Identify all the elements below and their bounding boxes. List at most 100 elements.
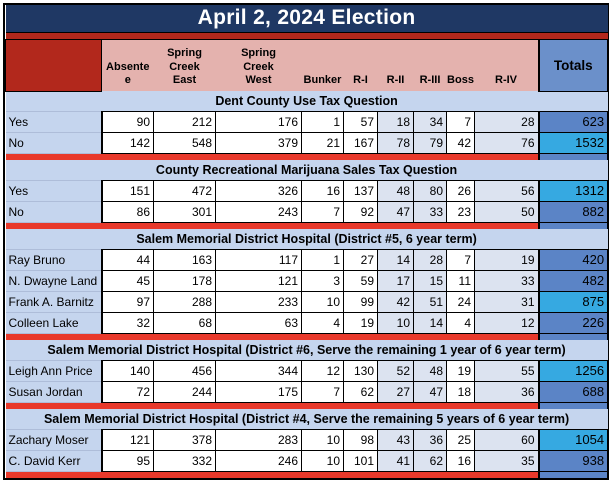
red-separator <box>5 402 539 409</box>
vote-count-cell: 24 <box>446 290 475 313</box>
red-separator <box>5 333 539 340</box>
column-header: R-IV <box>474 38 539 91</box>
vote-count-cell: 7 <box>301 200 344 223</box>
vote-count-cell: 34 <box>413 110 447 133</box>
vote-count-cell: 456 <box>153 359 216 382</box>
table-row: N. Dwayne Land 45 178 121 3 59 17 15 11 33 482 <box>5 269 609 292</box>
vote-count-cell: 31 <box>474 290 539 313</box>
vote-count-cell: 56 <box>474 179 539 202</box>
vote-count-cell: 21 <box>301 131 344 154</box>
vote-count-cell: 57 <box>343 110 378 133</box>
separator-row <box>5 471 609 478</box>
vote-count-cell: 7 <box>446 110 475 133</box>
vote-count-cell: 72 <box>100 380 154 403</box>
table-row: No 142 548 379 21 167 78 79 42 76 1532 <box>5 131 609 154</box>
row-label: No <box>5 131 102 154</box>
table-row: Yes 90 212 176 1 57 18 34 7 28 623 <box>5 110 609 133</box>
vote-count-cell: 98 <box>343 428 378 451</box>
vote-count-cell: 45 <box>100 269 154 292</box>
vote-count-cell: 378 <box>153 428 216 451</box>
vote-count-cell: 17 <box>377 269 414 292</box>
vote-count-cell: 7 <box>446 248 475 271</box>
vote-count-cell: 95 <box>100 449 154 472</box>
totals-column-filler <box>537 471 609 478</box>
vote-count-cell: 97 <box>100 290 154 313</box>
vote-count-cell: 178 <box>153 269 216 292</box>
vote-count-cell: 51 <box>413 290 447 313</box>
vote-count-cell: 10 <box>301 428 344 451</box>
column-header: Spring Creek East <box>153 38 216 91</box>
vote-count-cell: 25 <box>446 428 475 451</box>
vote-count-cell: 90 <box>100 110 154 133</box>
corner-cell <box>5 38 102 92</box>
vote-count-cell: 1 <box>301 248 344 271</box>
table-row: C. David Kerr 95 332 246 10 101 41 62 16 35 938 <box>5 449 609 472</box>
vote-count-cell: 27 <box>377 380 414 403</box>
red-separator <box>5 222 539 229</box>
vote-count-cell: 137 <box>343 179 378 202</box>
vote-count-cell: 43 <box>377 428 414 451</box>
section-heading: Salem Memorial District Hospital (Distri… <box>5 409 608 429</box>
vote-count-cell: 36 <box>474 380 539 403</box>
vote-count-cell: 10 <box>377 311 414 334</box>
vote-count-cell: 175 <box>215 380 302 403</box>
vote-count-cell: 344 <box>215 359 302 382</box>
vote-count-cell: 41 <box>377 449 414 472</box>
total-cell: 875 <box>537 290 609 313</box>
results-grid: April 2, 2024 Election Absente e Spring C… <box>5 5 609 478</box>
table-body: April 2, 2024 Election Absente e Spring C… <box>5 5 609 478</box>
vote-count-cell: 7 <box>301 380 344 403</box>
vote-count-cell: 16 <box>301 179 344 202</box>
vote-count-cell: 76 <box>474 131 539 154</box>
table-row: Frank A. Barnitz 97 288 233 10 99 42 51 24 31 875 <box>5 290 609 313</box>
vote-count-cell: 28 <box>413 248 447 271</box>
red-separator <box>5 471 539 478</box>
table-row: Zachary Moser 121 378 283 10 98 43 36 25 60 1054 <box>5 428 609 451</box>
total-cell: 1256 <box>537 359 609 382</box>
column-header: Spring Creek West <box>215 38 302 91</box>
vote-count-cell: 326 <box>215 179 302 202</box>
column-header: R-I <box>343 38 378 91</box>
title-row: April 2, 2024 Election <box>5 5 608 33</box>
vote-count-cell: 4 <box>446 311 475 334</box>
vote-count-cell: 163 <box>153 248 216 271</box>
vote-count-cell: 28 <box>474 110 539 133</box>
vote-count-cell: 18 <box>377 110 414 133</box>
vote-count-cell: 80 <box>413 179 447 202</box>
vote-count-cell: 55 <box>474 359 539 382</box>
vote-count-cell: 283 <box>215 428 302 451</box>
vote-count-cell: 36 <box>413 428 447 451</box>
column-header: R-II <box>377 38 414 91</box>
election-results-table: April 2, 2024 Election Absente e Spring C… <box>3 3 609 480</box>
section-heading: Salem Memorial District Hospital (Distri… <box>5 229 608 249</box>
vote-count-cell: 167 <box>343 131 378 154</box>
table-row: Yes 151 472 326 16 137 48 80 26 56 1312 <box>5 179 609 202</box>
section-heading-row: County Recreational Marijuana Sales Tax … <box>5 160 608 180</box>
section-heading-row: Dent County Use Tax Question <box>5 91 608 111</box>
vote-count-cell: 288 <box>153 290 216 313</box>
vote-count-cell: 379 <box>215 131 302 154</box>
vote-count-cell: 42 <box>377 290 414 313</box>
vote-count-cell: 332 <box>153 449 216 472</box>
table-row: Susan Jordan 72 244 175 7 62 27 47 18 36 688 <box>5 380 609 403</box>
vote-count-cell: 48 <box>413 359 447 382</box>
vote-count-cell: 44 <box>100 248 154 271</box>
vote-count-cell: 121 <box>100 428 154 451</box>
vote-count-cell: 14 <box>413 311 447 334</box>
vote-count-cell: 548 <box>153 131 216 154</box>
totals-column-filler <box>537 333 609 340</box>
red-strip <box>5 32 608 39</box>
vote-count-cell: 11 <box>446 269 475 292</box>
row-label: C. David Kerr <box>5 449 102 472</box>
section-heading-row: Salem Memorial District Hospital (Distri… <box>5 340 608 360</box>
vote-count-cell: 301 <box>153 200 216 223</box>
total-cell: 688 <box>537 380 609 403</box>
vote-count-cell: 62 <box>343 380 378 403</box>
vote-count-cell: 3 <box>301 269 344 292</box>
column-header: Bunker <box>301 38 344 91</box>
vote-count-cell: 18 <box>446 380 475 403</box>
section-heading: County Recreational Marijuana Sales Tax … <box>5 160 608 180</box>
vote-count-cell: 15 <box>413 269 447 292</box>
vote-count-cell: 32 <box>100 311 154 334</box>
vote-count-cell: 19 <box>474 248 539 271</box>
